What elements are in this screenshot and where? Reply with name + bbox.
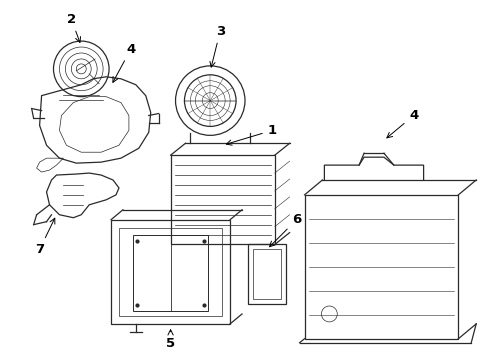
Bar (171, 155, 275, 244)
Bar (119, 228, 222, 316)
Bar (133, 235, 208, 311)
Text: 3: 3 (210, 24, 225, 67)
Text: 4: 4 (113, 42, 136, 82)
Bar (248, 244, 286, 304)
Text: 7: 7 (35, 218, 55, 256)
Text: 4: 4 (387, 109, 418, 138)
Text: 5: 5 (166, 330, 175, 350)
Text: 6: 6 (270, 213, 301, 247)
Text: 2: 2 (67, 13, 80, 42)
Bar (111, 220, 230, 324)
Text: 1: 1 (226, 124, 277, 145)
Bar (253, 249, 281, 299)
Bar (305, 195, 458, 339)
